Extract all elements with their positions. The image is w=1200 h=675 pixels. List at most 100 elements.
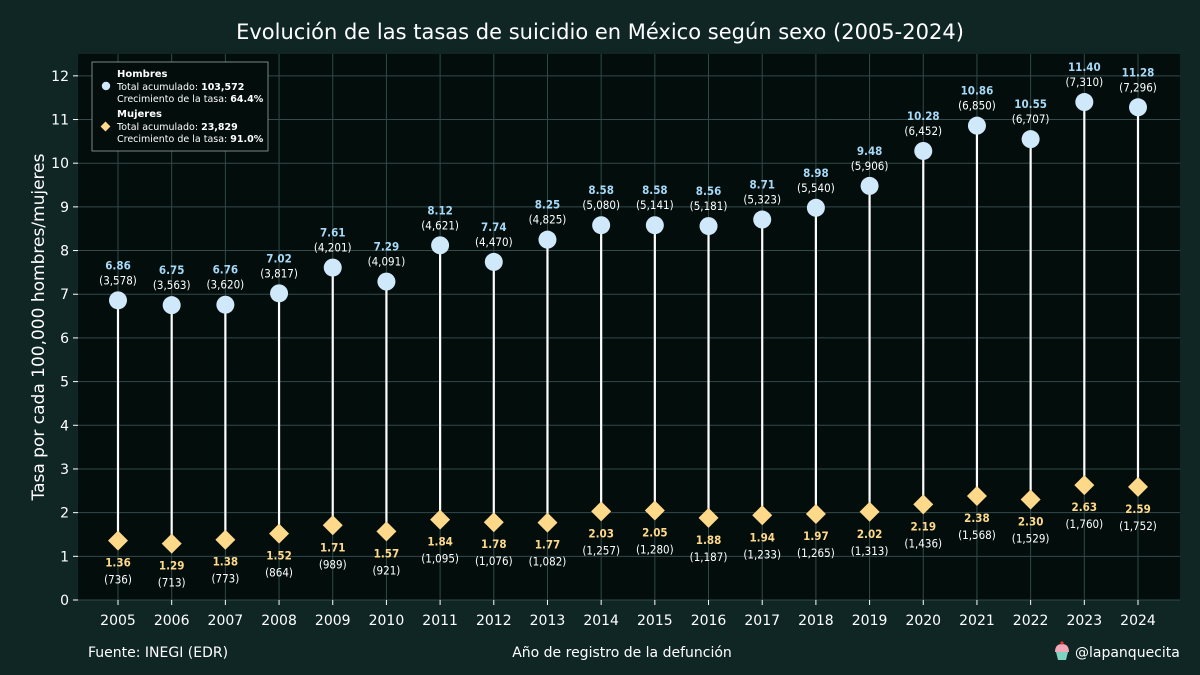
mujeres-count-label: (864) [265,566,293,580]
mujeres-point [966,486,987,507]
y-tick-label: 9 [60,200,69,216]
y-tick-label: 6 [60,331,69,347]
mujeres-point [591,501,612,522]
legend-box [91,61,269,152]
legend-mujeres-total: Total acumulado: 23,829 [116,122,238,133]
hombres-point [1075,93,1094,112]
x-axis-label: Año de registro de la defunción [512,645,732,661]
y-tick-label: 1 [60,549,69,565]
y-tick-label: 10 [51,156,69,172]
hombres-value-label: 8.71 [749,178,775,192]
mujeres-count-label: (736) [104,573,132,587]
x-tick-label: 2019 [852,613,888,629]
mujeres-value-label: 2.03 [588,526,614,540]
hombres-count-label: (4,201) [314,241,352,255]
mujeres-point [698,507,719,528]
mujeres-count-label: (1,436) [904,536,942,550]
hombres-point [806,198,825,217]
x-tick-label: 2007 [208,613,244,629]
hombres-point [860,176,879,195]
mujeres-count-label: (1,529) [1012,532,1050,546]
mujeres-point [108,530,128,551]
x-tick-label: 2020 [905,613,941,629]
mujeres-count-label: (1,568) [958,528,996,542]
hombres-count-label: (5,540) [797,181,835,195]
x-tick-label: 2016 [691,613,727,629]
hombres-value-label: 9.48 [857,144,883,158]
mujeres-value-label: 2.02 [857,527,883,541]
x-tick-label: 2013 [530,613,566,629]
mujeres-value-label: 2.05 [642,525,668,539]
hombres-value-label: 10.55 [1014,97,1047,111]
hombres-count-label: (3,563) [153,278,191,292]
hombres-count-label: (7,310) [1065,75,1103,89]
mujeres-point [215,529,236,550]
legend: Hombres Total acumulado: 103,572 Crecimi… [91,61,269,152]
y-tick-label: 12 [51,69,69,85]
hombres-value-label: 8.12 [427,203,453,217]
x-tick-label: 2012 [476,613,512,629]
mujeres-point [752,505,773,526]
hombres-point [967,116,986,135]
mujeres-point [322,515,343,536]
hombres-point [216,295,235,314]
mujeres-count-label: (1,760) [1065,517,1103,531]
hombres-value-label: 6.76 [213,263,239,277]
y-tick-label: 8 [60,244,69,260]
hombres-count-label: (6,707) [1012,112,1050,126]
hombres-value-label: 7.02 [266,251,292,265]
hombres-point [270,284,289,303]
hombres-point [914,141,933,160]
legend-mujeres-name: Mujeres [117,109,162,120]
hombres-count-label: (4,825) [529,213,567,227]
hombres-value-label: 6.86 [105,258,131,272]
x-tick-label: 2022 [1013,613,1049,629]
mujeres-value-label: 2.38 [964,511,990,525]
x-tick-label: 2015 [637,613,673,629]
legend-circle-icon [101,81,111,91]
stem-layer [116,102,1140,544]
x-tick-label: 2014 [583,613,619,629]
mujeres-value-label: 1.38 [213,555,239,569]
hombres-value-label: 8.25 [535,198,561,212]
mujeres-point [537,512,558,533]
hombres-point [377,272,396,291]
mujeres-value-label: 1.29 [159,559,185,573]
mujeres-count-label: (1,076) [475,554,513,568]
mujeres-value-label: 1.97 [803,529,829,543]
mujeres-value-label: 2.63 [1072,500,1098,514]
legend-mujeres-growth: Crecimiento de la tasa: 91.0% [117,134,264,145]
mujeres-count-label: (989) [319,557,347,571]
hombres-value-label: 10.86 [961,84,994,98]
hombres-count-label: (3,620) [207,278,245,292]
y-tick-label: 11 [51,113,69,129]
x-tick-label: 2009 [315,613,351,629]
mujeres-count-label: (1,313) [851,544,889,558]
legend-hombres-total: Total acumulado: 103,572 [116,82,244,93]
mujeres-count-label: (1,265) [797,546,835,560]
y-tick-label: 4 [60,418,69,434]
hombres-point [431,236,450,255]
label-layer: 6.86(3,578) 1.36 (736) 6.75(3,563) 1.29 (713)… [99,60,1157,590]
y-tick-label: 5 [60,375,69,391]
hombres-value-label: 6.75 [159,263,185,277]
hombres-value-label: 8.98 [803,166,829,180]
mujeres-count-label: (1,082) [529,555,567,569]
hombres-value-label: 8.58 [588,183,614,197]
mujeres-point [161,533,182,554]
x-tick-label: 2005 [100,613,136,629]
mujeres-count-label: (1,752) [1119,519,1157,533]
mujeres-count-label: (1,187) [690,550,728,564]
hombres-count-label: (4,621) [421,218,459,232]
mujeres-count-label: (1,280) [636,542,674,556]
author-handle: @lapanquecita [1075,645,1180,661]
hombres-value-label: 11.40 [1068,60,1101,74]
mujeres-point [805,503,826,524]
hombres-count-label: (7,296) [1119,80,1157,94]
x-tick-label: 2006 [154,613,190,629]
mujeres-point [859,501,880,522]
x-tick-label: 2023 [1066,613,1102,629]
